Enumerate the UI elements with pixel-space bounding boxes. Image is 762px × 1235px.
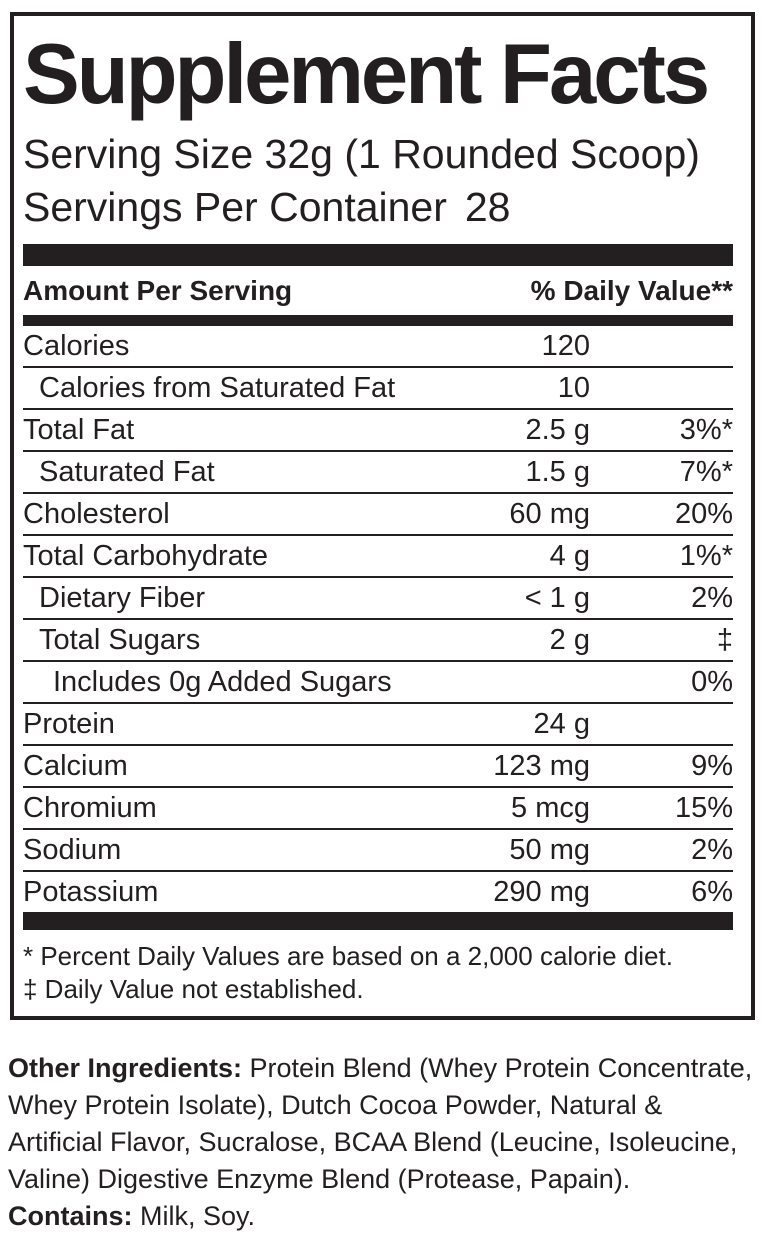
nutrient-label: Saturated Fat <box>39 455 215 488</box>
other-ingredients-label: Other Ingredients: <box>8 1053 243 1083</box>
servings-per-container-value: 28 <box>464 184 511 230</box>
nutrient-daily-value: 2% <box>691 581 733 614</box>
panel-title: Supplement Facts <box>23 27 710 122</box>
divider-bar-medium <box>23 315 733 326</box>
nutrient-amount: 290 mg <box>493 875 590 908</box>
contains-text: Milk, Soy. <box>132 1201 256 1231</box>
nutrient-label: Potassium <box>23 875 159 908</box>
nutrient-label: Includes 0g Added Sugars <box>53 665 392 698</box>
footnotes: * Percent Daily Values are based on a 2,… <box>23 940 733 1006</box>
nutrient-row-saturated-fat: Saturated Fat 1.5 g 7%* <box>23 452 733 494</box>
nutrient-amount: 24 g <box>533 707 590 740</box>
nutrient-daily-value: 15% <box>674 791 733 824</box>
nutrient-amount: 4 g <box>549 539 590 572</box>
supplement-facts-panel: Supplement Facts Serving Size 32g (1 Rou… <box>10 12 755 1020</box>
nutrient-amount: 2.5 g <box>525 413 591 446</box>
nutrient-daily-value: 3%* <box>679 413 733 446</box>
nutrient-amount: 50 mg <box>509 833 590 866</box>
nutrient-amount: 60 mg <box>509 497 590 530</box>
nutrient-row-cholesterol: Cholesterol 60 mg 20% <box>23 494 733 536</box>
nutrient-row-added-sugars: Includes 0g Added Sugars 0% <box>23 662 733 704</box>
nutrient-amount: < 1 g <box>524 581 590 614</box>
contains-label: Contains: <box>8 1201 133 1231</box>
nutrient-row-total-sugars: Total Sugars 2 g ‡ <box>23 620 733 662</box>
nutrient-label: Total Carbohydrate <box>23 539 269 572</box>
nutrient-label: Cholesterol <box>23 497 170 530</box>
nutrient-row-protein: Protein 24 g <box>23 704 733 746</box>
nutrient-label: Dietary Fiber <box>39 581 205 614</box>
nutrient-row-sodium: Sodium 50 mg 2% <box>23 830 733 872</box>
servings-per-container-line: Servings Per Container 28 <box>23 187 733 228</box>
nutrient-label: Calories <box>23 329 130 362</box>
nutrient-row-calories: Calories 120 <box>23 326 733 368</box>
nutrient-label: Chromium <box>23 791 157 824</box>
nutrient-label: Protein <box>23 707 115 740</box>
daily-value-header: % Daily Value** <box>530 275 733 306</box>
nutrient-amount: 1.5 g <box>525 455 591 488</box>
contains-line: Contains: Milk, Soy. <box>8 1198 756 1235</box>
nutrient-label: Calories from Saturated Fat <box>39 371 396 404</box>
footnote-percent-daily-value: * Percent Daily Values are based on a 2,… <box>23 941 673 971</box>
nutrient-daily-value: 1%* <box>679 539 733 572</box>
ingredients-text: Protein Blend (Whey Protein Concentrate, <box>242 1053 753 1083</box>
nutrient-row-calcium: Calcium 123 mg 9% <box>23 746 733 788</box>
nutrient-daily-value: 20% <box>674 497 733 530</box>
nutrient-daily-value: 7%* <box>679 455 733 488</box>
nutrient-amount: 120 <box>541 329 590 362</box>
nutrient-row-chromium: Chromium 5 mcg 15% <box>23 788 733 830</box>
nutrient-daily-value: 0% <box>691 665 733 698</box>
servings-per-container-label: Servings Per Container <box>23 184 447 230</box>
nutrient-label: Sodium <box>23 833 122 866</box>
nutrient-row-total-fat: Total Fat 2.5 g 3%* <box>23 410 733 452</box>
ingredients-line: Whey Protein Isolate), Dutch Cocoa Powde… <box>8 1090 663 1120</box>
nutrient-label: Calcium <box>23 749 128 782</box>
amount-per-serving-header: Amount Per Serving <box>23 275 293 306</box>
nutrient-row-calories-from-saturated-fat: Calories from Saturated Fat 10 <box>23 368 733 410</box>
nutrient-amount: 10 <box>557 371 590 404</box>
divider-bar-thick-top <box>23 244 733 266</box>
nutrient-label: Total Sugars <box>39 623 201 656</box>
nutrient-daily-value: 2% <box>691 833 733 866</box>
footnote-not-established: ‡ Daily Value not established. <box>23 974 364 1004</box>
other-ingredients-section: Other Ingredients: Protein Blend (Whey P… <box>8 1050 756 1235</box>
nutrient-daily-value: ‡ <box>716 623 733 656</box>
nutrient-label: Total Fat <box>23 413 135 446</box>
ingredients-line: Other Ingredients: Protein Blend (Whey P… <box>8 1050 756 1087</box>
column-header-row: Amount Per Serving % Daily Value** <box>23 266 733 315</box>
nutrient-amount: 5 mcg <box>511 791 590 824</box>
ingredients-line: Valine) Digestive Enzyme Blend (Protease… <box>8 1164 631 1194</box>
nutrient-daily-value: 9% <box>691 749 733 782</box>
divider-bar-thick-bottom <box>23 914 733 930</box>
nutrient-daily-value: 6% <box>691 875 733 908</box>
ingredients-line: Artificial Flavor, Sucralose, BCAA Blend… <box>8 1127 738 1157</box>
nutrient-amount: 2 g <box>549 623 590 656</box>
nutrient-row-dietary-fiber: Dietary Fiber < 1 g 2% <box>23 578 733 620</box>
nutrient-row-potassium: Potassium 290 mg 6% <box>23 872 733 914</box>
nutrient-row-total-carbohydrate: Total Carbohydrate 4 g 1%* <box>23 536 733 578</box>
serving-size-line: Serving Size 32g (1 Rounded Scoop) <box>23 131 700 177</box>
nutrient-amount: 123 mg <box>493 749 590 782</box>
